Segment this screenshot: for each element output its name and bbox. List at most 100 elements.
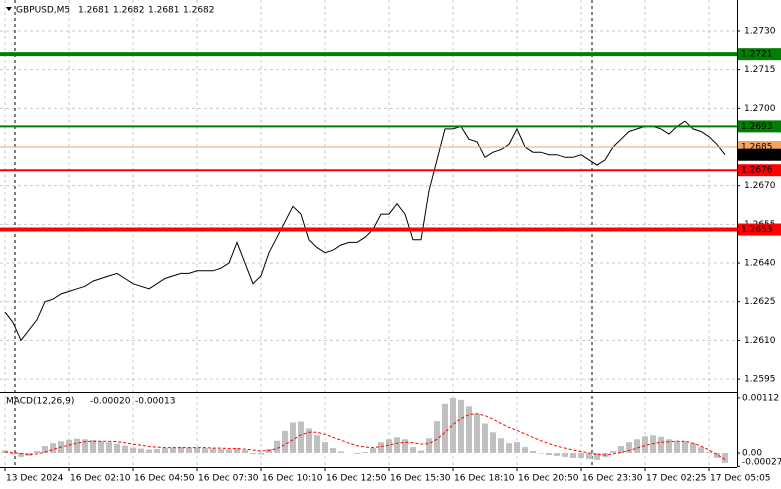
macd-bar	[514, 442, 520, 453]
macd-bar	[202, 448, 208, 453]
y-tick-label: 1.2640	[744, 259, 776, 269]
macd-bar	[362, 452, 368, 453]
macd-bar	[330, 448, 336, 453]
macd-bar	[162, 448, 168, 453]
macd-bar	[634, 439, 640, 453]
macd-bar	[546, 452, 552, 455]
macd-bar	[42, 446, 48, 453]
x-tick-label: 13 Dec 2024	[6, 474, 64, 484]
macd-bar	[506, 443, 512, 453]
level-label-box	[738, 223, 781, 236]
macd-bar	[18, 452, 24, 457]
macd-bar	[250, 452, 256, 454]
macd-bar	[698, 447, 704, 453]
macd-bar	[282, 430, 288, 453]
y-tick-label: 1.2730	[744, 26, 776, 36]
macd-bar	[386, 439, 392, 453]
axes: 13 Dec 2024 16 Dec 02:10 16 Dec 04:50 16 De…	[4, 26, 781, 484]
macd-bar	[274, 440, 280, 453]
macd-bar	[554, 452, 560, 456]
macd-y-tick-label: 0.00112	[742, 393, 779, 403]
macd-bar	[106, 442, 112, 453]
plot	[0, 52, 737, 463]
macd-bar	[722, 452, 728, 463]
macd-bar	[578, 452, 584, 458]
macd-bar	[354, 452, 360, 454]
macd-bar	[290, 422, 296, 453]
x-tick-label: 16 Dec 10:10	[262, 474, 323, 484]
macd-bar	[586, 452, 592, 459]
macd-bar	[266, 449, 272, 453]
macd-bar	[458, 399, 464, 453]
x-tick-label: 16 Dec 04:50	[134, 474, 195, 484]
macd-bar	[210, 448, 216, 453]
macd-bar	[530, 451, 536, 453]
macd-bar	[90, 440, 96, 453]
macd-bar	[130, 447, 136, 453]
x-tick-label: 16 Dec 18:10	[454, 474, 515, 484]
level-label: 1.2653	[741, 225, 773, 235]
macd-bar	[170, 447, 176, 453]
macd-bar	[178, 447, 184, 453]
macd-bar	[442, 403, 448, 453]
macd-value: -0.00020	[90, 397, 131, 407]
macd-bar	[666, 439, 672, 453]
macd-bar	[242, 450, 248, 453]
macd-bar	[426, 438, 432, 453]
macd-bar	[418, 450, 424, 453]
y-tick-label: 1.2715	[744, 65, 776, 75]
current-price-label: 1.2682	[741, 150, 773, 160]
x-tick-label: 17 Dec 02:25	[646, 474, 707, 484]
macd-y-tick-label: -0.00027	[742, 458, 781, 468]
macd-bar	[50, 443, 56, 453]
y-tick-label: 1.2625	[744, 297, 776, 307]
ohlc-low: 1.2681	[148, 6, 180, 16]
level-label: 1.2685	[741, 143, 773, 153]
level-label: 1.2676	[741, 166, 773, 176]
macd-bar	[714, 452, 720, 458]
macd-bar	[434, 421, 440, 453]
macd-bar	[154, 449, 160, 453]
macd-bar	[34, 451, 40, 453]
macd-bar	[594, 452, 600, 460]
macd-bar	[562, 452, 568, 457]
macd-bar	[410, 447, 416, 453]
macd-bar	[66, 439, 72, 453]
macd-bar	[682, 441, 688, 453]
macd-bar	[626, 442, 632, 453]
macd-name: MACD(12,26,9)	[6, 397, 74, 407]
macd-bar	[570, 452, 576, 458]
macd-bar	[98, 441, 104, 453]
macd-bar	[402, 439, 408, 453]
macd-bar	[258, 452, 264, 455]
ohlc-close: 1.2682	[183, 6, 215, 16]
macd-bar	[706, 452, 712, 453]
price-line	[4, 120, 726, 342]
macd-signal-value: -0.00013	[135, 397, 175, 407]
level-label-box	[738, 120, 781, 133]
current-price-box	[738, 148, 781, 161]
macd-bar	[186, 447, 192, 453]
macd-bar	[138, 448, 144, 453]
y-tick-label: 1.2670	[744, 181, 776, 191]
ohlc-high: 1.2682	[113, 6, 145, 16]
macd-bar	[26, 452, 32, 456]
level-label-box	[738, 164, 781, 177]
symbol: GBPUSD,M5	[16, 6, 70, 16]
x-tick-label: 16 Dec 15:30	[390, 474, 451, 484]
macd-bar	[394, 437, 400, 453]
macd-bar	[690, 443, 696, 453]
macd-bar	[234, 448, 240, 453]
macd-bar	[338, 451, 344, 453]
x-tick-label: 16 Dec 12:50	[326, 474, 387, 484]
macd-bar	[522, 447, 528, 453]
y-tick-label: 1.2700	[744, 104, 776, 114]
macd-bar	[498, 438, 504, 453]
macd-bar	[74, 438, 80, 453]
macd-bar	[2, 450, 8, 453]
menu-arrow	[6, 7, 12, 11]
macd-bar	[482, 423, 488, 453]
level-label: 1.2721	[741, 50, 773, 60]
